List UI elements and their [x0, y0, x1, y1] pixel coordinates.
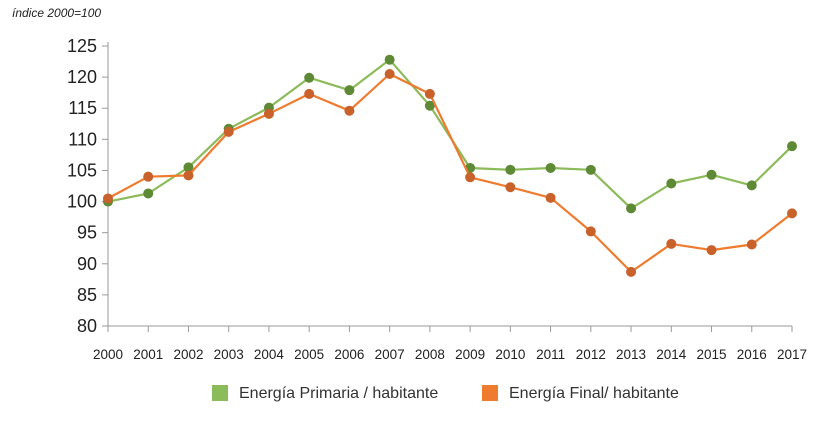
y-tick-label: 100 — [67, 192, 97, 212]
data-point — [425, 89, 435, 99]
x-tick-label: 2000 — [93, 347, 123, 362]
x-tick-label: 2010 — [495, 347, 525, 362]
x-tick-label: 2008 — [415, 347, 445, 362]
data-point — [183, 170, 193, 180]
y-tick-label: 115 — [68, 98, 97, 118]
chart-container: índice 2000=100 80 85 90 95 100 105 110 115 120 1… — [0, 0, 820, 416]
data-point — [143, 188, 153, 198]
series-line — [108, 74, 792, 272]
x-tick-label: 2015 — [697, 347, 727, 362]
y-tick-label: 125 — [67, 36, 97, 56]
legend-label: Energía Primaria / habitante — [239, 385, 438, 402]
y-tick-label: 80 — [77, 316, 97, 336]
data-point — [747, 239, 757, 249]
data-point — [344, 106, 354, 116]
x-tick-label: 2002 — [173, 347, 203, 362]
y-tick-label: 85 — [77, 285, 97, 305]
x-tick-label: 2017 — [777, 347, 807, 362]
data-point — [707, 170, 717, 180]
data-point — [224, 127, 234, 137]
data-point — [586, 226, 596, 236]
data-point — [666, 239, 676, 249]
data-point — [344, 85, 354, 95]
y-tick-label: 110 — [68, 129, 97, 149]
x-tick-label: 2011 — [536, 347, 565, 362]
data-point — [626, 267, 636, 277]
x-tick-label: 2007 — [375, 347, 405, 362]
x-tick-label: 2012 — [576, 347, 606, 362]
data-point — [666, 179, 676, 189]
legend-item: Energía Primaria / habitante — [212, 385, 438, 402]
y-tick-label: 105 — [67, 160, 97, 180]
data-point — [304, 73, 314, 83]
line-chart: índice 2000=100 80 85 90 95 100 105 110 115 120 1… — [0, 0, 820, 416]
data-point — [385, 55, 395, 65]
data-point — [626, 203, 636, 213]
x-tick-label: 2013 — [616, 347, 646, 362]
legend-item: Energía Final/ habitante — [482, 385, 679, 402]
x-tick-label: 2001 — [133, 347, 163, 362]
axes: 80 85 90 95 100 105 110 115 120 125 2000 2001 2002 20… — [67, 36, 807, 362]
unit-label: índice 2000=100 — [12, 6, 101, 20]
x-tick-label: 2009 — [455, 347, 485, 362]
x-tick-label: 2005 — [294, 347, 324, 362]
data-point — [143, 172, 153, 182]
data-point — [304, 89, 314, 99]
data-point — [787, 141, 797, 151]
x-tick-label: 2004 — [254, 347, 285, 362]
series-layer — [103, 55, 797, 277]
y-tick-label: 120 — [67, 67, 97, 87]
data-point — [707, 245, 717, 255]
data-point — [385, 69, 395, 79]
data-point — [787, 208, 797, 218]
legend: Energía Primaria / habitante Energía Fina… — [212, 385, 679, 402]
series-1 — [103, 69, 797, 277]
legend-swatch — [482, 385, 498, 401]
legend-swatch — [212, 385, 228, 401]
x-tick-label: 2014 — [656, 347, 687, 362]
x-tick-label: 2003 — [214, 347, 244, 362]
data-point — [103, 193, 113, 203]
data-point — [546, 163, 556, 173]
x-tick-label: 2006 — [334, 347, 364, 362]
data-point — [505, 165, 515, 175]
data-point — [465, 172, 475, 182]
data-point — [747, 180, 757, 190]
data-point — [546, 193, 556, 203]
y-tick-label: 95 — [77, 223, 97, 243]
data-point — [586, 165, 596, 175]
legend-label: Energía Final/ habitante — [509, 385, 679, 402]
y-tick-label: 90 — [77, 254, 97, 274]
data-point — [505, 182, 515, 192]
data-point — [264, 109, 274, 119]
x-tick-label: 2016 — [737, 347, 767, 362]
